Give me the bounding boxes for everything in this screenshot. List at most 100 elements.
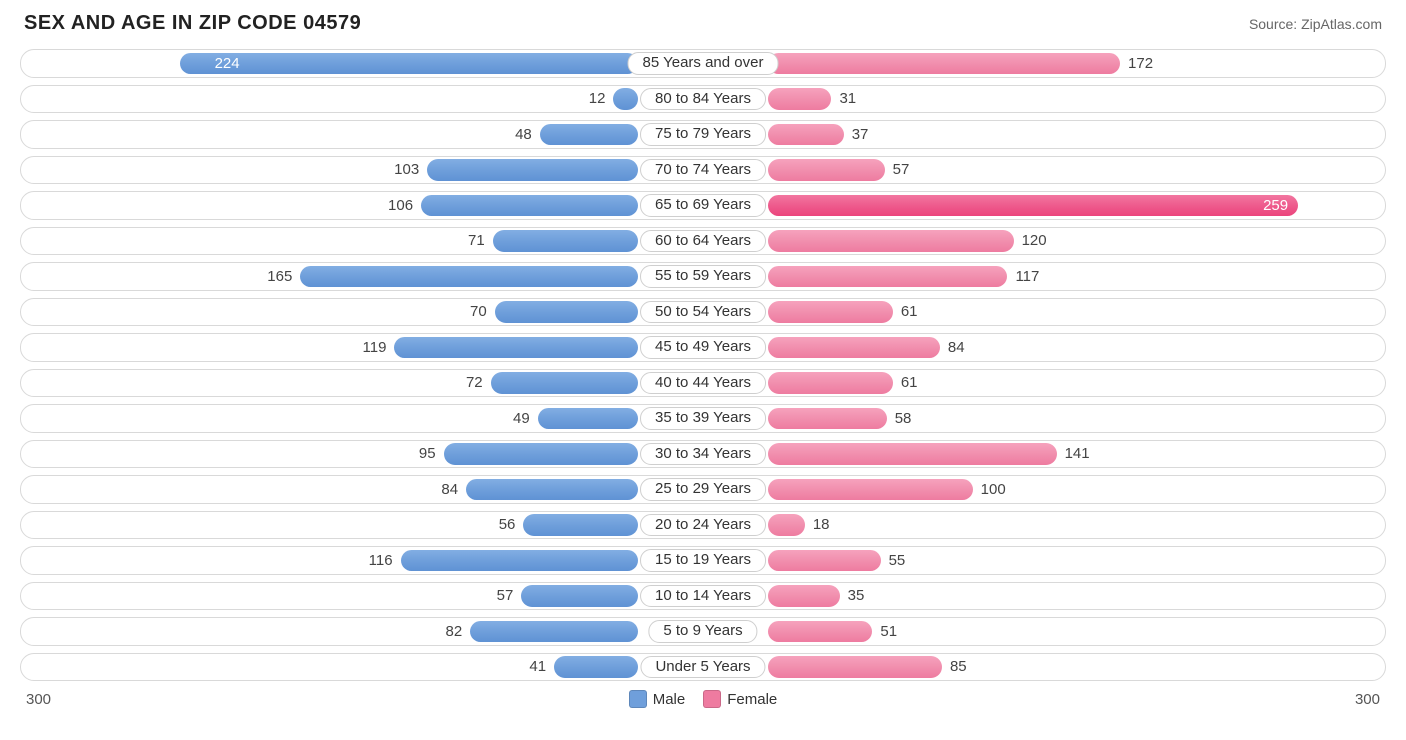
male-value-label: 12	[589, 88, 606, 110]
female-bar	[768, 301, 893, 323]
pyramid-row: 116 55 15 to 19 Years	[20, 546, 1386, 575]
female-value-label: 61	[901, 301, 918, 323]
female-swatch-icon	[703, 690, 721, 708]
male-value-label: 48	[515, 124, 532, 146]
male-bar	[538, 408, 638, 430]
age-category-label: 50 to 54 Years	[640, 301, 766, 324]
age-category-label: 45 to 49 Years	[640, 336, 766, 359]
pyramid-row: 16511755 to 59 Years	[20, 262, 1386, 291]
male-bar	[421, 195, 638, 217]
male-bar	[523, 514, 638, 536]
female-value-label: 117	[1015, 266, 1039, 288]
female-value-label: 18	[813, 514, 830, 536]
female-bar	[768, 337, 940, 359]
male-value-label: 41	[529, 656, 546, 678]
pyramid-row: 1035770 to 74 Years	[20, 156, 1386, 185]
female-half: 84	[703, 337, 1382, 359]
male-value-label: 116	[369, 550, 393, 572]
female-bar	[768, 88, 831, 110]
chart-source: Source: ZipAtlas.com	[1249, 16, 1382, 32]
male-half: 48	[24, 124, 703, 146]
female-half: 51	[703, 621, 1382, 643]
age-category-label: 20 to 24 Years	[640, 514, 766, 537]
male-half: 116	[24, 550, 703, 572]
male-bar	[401, 550, 638, 572]
male-half: 82	[24, 621, 703, 643]
female-half: 61	[703, 372, 1382, 394]
female-half: 120	[703, 230, 1382, 252]
female-value-label: 37	[852, 124, 869, 146]
male-bar	[495, 301, 638, 323]
age-category-label: Under 5 Years	[640, 656, 765, 679]
female-value-label: 120	[1022, 230, 1047, 252]
pyramid-row: 70 61 50 to 54 Years	[20, 298, 1386, 327]
male-value-label: 71	[468, 230, 485, 252]
female-half: 85	[703, 656, 1382, 678]
pyramid-row: 82515 to 9 Years	[20, 617, 1386, 646]
age-category-label: 35 to 39 Years	[640, 407, 766, 430]
male-value-label: 72	[466, 372, 483, 394]
male-bar	[540, 124, 638, 146]
female-bar	[768, 443, 1057, 465]
female-half: 35	[703, 585, 1382, 607]
legend-female: Female	[703, 690, 777, 708]
male-bar	[427, 159, 638, 181]
population-pyramid-chart: 22417285 Years and over123180 to 84 Year…	[20, 49, 1386, 681]
female-value-label: 84	[948, 337, 965, 359]
male-value-label: 119	[363, 337, 387, 359]
female-bar	[768, 656, 942, 678]
male-value-label: 106	[388, 195, 413, 217]
age-category-label: 10 to 14 Years	[640, 585, 766, 608]
male-value-label: 165	[267, 266, 292, 288]
male-half: 84	[24, 479, 703, 501]
female-half: 117	[703, 266, 1382, 288]
male-value-label: 224	[215, 53, 240, 75]
female-bar	[768, 159, 885, 181]
female-bar	[768, 479, 973, 501]
female-value-label: 61	[901, 372, 918, 394]
female-bar	[768, 408, 887, 430]
male-bar	[180, 53, 638, 75]
female-half: 55	[703, 550, 1382, 572]
male-half: 95	[24, 443, 703, 465]
pyramid-row: 495835 to 39 Years	[20, 404, 1386, 433]
female-half: 58	[703, 408, 1382, 430]
age-category-label: 70 to 74 Years	[640, 159, 766, 182]
chart-footer: 300 Male Female 300	[20, 688, 1386, 708]
pyramid-row: 48 37 75 to 79 Years	[20, 120, 1386, 149]
male-bar	[444, 443, 638, 465]
male-half: 103	[24, 159, 703, 181]
pyramid-row: 56 18 20 to 24 Years	[20, 511, 1386, 540]
female-value-label: 35	[848, 585, 865, 607]
female-bar	[768, 585, 840, 607]
female-value-label: 172	[1128, 53, 1153, 75]
age-category-label: 75 to 79 Years	[640, 123, 766, 146]
pyramid-row: 123180 to 84 Years	[20, 85, 1386, 114]
female-value-label: 55	[889, 550, 906, 572]
female-half: 172	[703, 53, 1382, 75]
age-category-label: 15 to 19 Years	[640, 549, 766, 572]
female-bar	[768, 514, 805, 536]
male-half: 56	[24, 514, 703, 536]
male-bar	[491, 372, 638, 394]
female-bar	[768, 266, 1007, 288]
male-half: 41	[24, 656, 703, 678]
female-value-label: 100	[981, 479, 1006, 501]
male-bar	[466, 479, 638, 501]
pyramid-row: 22417285 Years and over	[20, 49, 1386, 78]
female-bar	[768, 53, 1120, 75]
female-value-label: 51	[880, 621, 897, 643]
pyramid-row: 8410025 to 29 Years	[20, 475, 1386, 504]
female-half: 31	[703, 88, 1382, 110]
male-bar	[300, 266, 638, 288]
legend-male-label: Male	[653, 691, 686, 708]
age-category-label: 40 to 44 Years	[640, 372, 766, 395]
male-half: 12	[24, 88, 703, 110]
chart-title: SEX AND AGE IN ZIP CODE 04579	[24, 12, 361, 35]
age-category-label: 30 to 34 Years	[640, 443, 766, 466]
female-half: 61	[703, 301, 1382, 323]
male-bar	[613, 88, 638, 110]
male-half: 70	[24, 301, 703, 323]
female-bar	[768, 621, 872, 643]
male-value-label: 56	[499, 514, 516, 536]
